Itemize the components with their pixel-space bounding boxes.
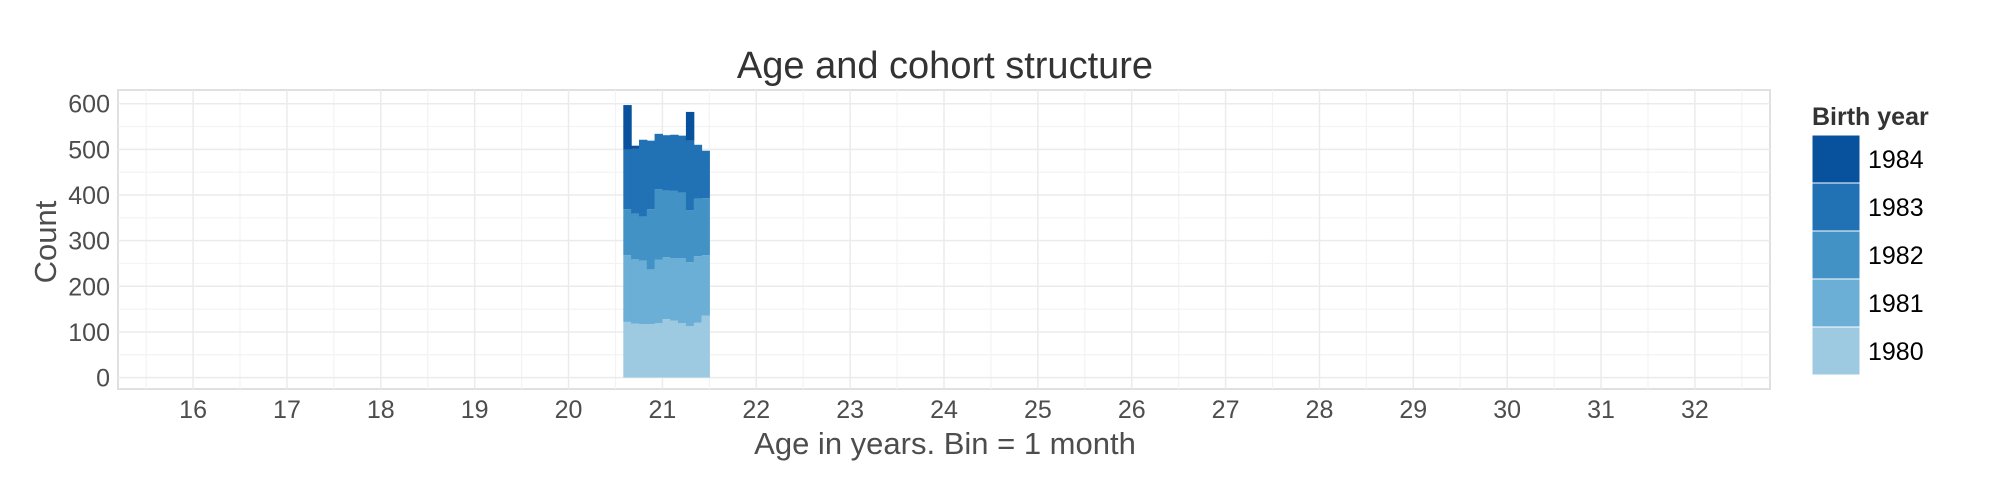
- legend-label-1983: 1983: [1868, 194, 1924, 222]
- bar-segment-1981: [654, 259, 663, 324]
- bar-segment-1983: [701, 150, 710, 199]
- x-tick-label: 19: [461, 396, 489, 424]
- bar-segment-1982: [646, 209, 656, 270]
- x-tick-label: 32: [1681, 396, 1709, 424]
- x-tick-label: 24: [930, 396, 958, 424]
- bar-segment-1980: [662, 319, 671, 378]
- bar-segment-1982: [631, 213, 640, 260]
- x-axis-ticks: 16 17 18 19 20 21 22 23 24 25 26 27 28 29 30 31 32: [179, 396, 1709, 424]
- y-tick-label: 500: [68, 136, 110, 164]
- bar-segment-1980: [678, 323, 687, 378]
- bar-segment-1982: [685, 210, 695, 263]
- legend-items: 1984 1983 1982 1981 1980: [1811, 134, 1924, 376]
- x-tick-label: 21: [649, 396, 677, 424]
- legend-key-1983: [1811, 182, 1861, 232]
- y-tick-label: 0: [96, 365, 110, 393]
- bar-segment-1980: [693, 322, 703, 378]
- bar-segment-1980: [670, 320, 679, 378]
- bar-segment-1980: [638, 324, 648, 378]
- bar-segment-1984: [623, 105, 632, 150]
- legend-key-1982: [1811, 230, 1861, 280]
- bar-segment-1980: [631, 323, 640, 378]
- bar-segment-1982: [623, 209, 632, 256]
- x-tick-label: 20: [555, 396, 583, 424]
- bar-segment-1980: [646, 324, 656, 378]
- bar-segment-1980: [654, 323, 663, 378]
- bar-segment-1982: [678, 192, 687, 258]
- legend-key-1984: [1811, 134, 1861, 184]
- legend-label-1982: 1982: [1868, 242, 1924, 270]
- bar-segment-1984: [631, 145, 640, 149]
- x-axis-title: Age in years. Bin = 1 month: [754, 426, 1136, 461]
- bar-segment-1980: [623, 321, 632, 378]
- bar-segment-1981: [638, 260, 648, 325]
- legend-label-1980: 1980: [1868, 338, 1924, 366]
- bar-segment-1981: [670, 257, 679, 321]
- bar-segment-1983: [654, 133, 663, 190]
- y-axis-title: Count: [28, 200, 63, 283]
- legend-key-1980: [1811, 326, 1861, 376]
- bar-segment-1981: [678, 257, 687, 324]
- bar-segment-1981: [623, 255, 632, 322]
- bar-segment-1984: [685, 111, 695, 141]
- y-tick-label: 100: [68, 319, 110, 347]
- y-tick-label: 300: [68, 228, 110, 256]
- legend-key-1981: [1811, 278, 1861, 328]
- x-tick-label: 18: [367, 396, 395, 424]
- bar-segment-1983: [670, 134, 679, 191]
- bar-segment-1983: [623, 149, 632, 210]
- bar-segment-1981: [685, 262, 695, 327]
- bar-segment-1982: [654, 189, 663, 260]
- bar-segment-1981: [701, 255, 710, 316]
- y-axis-ticks: 0 100 200 300 400 500 600: [68, 91, 110, 393]
- bar-segment-1983: [678, 135, 687, 193]
- bar-segment-1981: [631, 259, 640, 324]
- grid-lines: [118, 90, 1770, 389]
- bar-segment-1983: [631, 148, 640, 214]
- bar-segment-1982: [701, 198, 710, 256]
- bar-segment-1982: [693, 198, 703, 257]
- x-tick-label: 17: [273, 396, 301, 424]
- x-tick-label: 29: [1399, 396, 1427, 424]
- x-tick-label: 30: [1493, 396, 1521, 424]
- legend-title: Birth year: [1812, 103, 1929, 131]
- bar-segment-1983: [685, 140, 695, 211]
- bar-segment-1980: [701, 315, 710, 378]
- bar-segment-1983: [638, 139, 648, 217]
- x-tick-label: 16: [179, 396, 207, 424]
- legend: Birth year 1984 1983 1982 1981 1980: [1811, 103, 1929, 376]
- bar-segment-1983: [646, 140, 656, 210]
- y-tick-label: 400: [68, 182, 110, 210]
- y-tick-label: 200: [68, 273, 110, 301]
- x-tick-label: 23: [836, 396, 864, 424]
- bar-segment-1981: [662, 257, 671, 320]
- bar-stacks: [623, 105, 710, 378]
- x-tick-label: 26: [1118, 396, 1146, 424]
- x-tick-label: 27: [1212, 396, 1240, 424]
- legend-label-1984: 1984: [1868, 146, 1924, 174]
- bar-segment-1983: [662, 135, 671, 191]
- legend-label-1981: 1981: [1868, 290, 1924, 318]
- y-tick-label: 600: [68, 91, 110, 119]
- plot-panel: [117, 89, 1771, 390]
- bar-segment-1982: [638, 216, 648, 261]
- bar-segment-1981: [646, 269, 656, 325]
- bar-segment-1982: [662, 190, 671, 258]
- chart-title: Age and cohort structure: [737, 45, 1153, 87]
- x-tick-label: 25: [1024, 396, 1052, 424]
- bar-segment-1983: [693, 144, 703, 199]
- bar-segment-1981: [693, 256, 703, 323]
- bar-segment-1982: [670, 190, 679, 258]
- x-tick-label: 22: [742, 396, 770, 424]
- x-tick-label: 31: [1587, 396, 1615, 424]
- x-tick-label: 28: [1306, 396, 1334, 424]
- bar-segment-1980: [685, 326, 695, 378]
